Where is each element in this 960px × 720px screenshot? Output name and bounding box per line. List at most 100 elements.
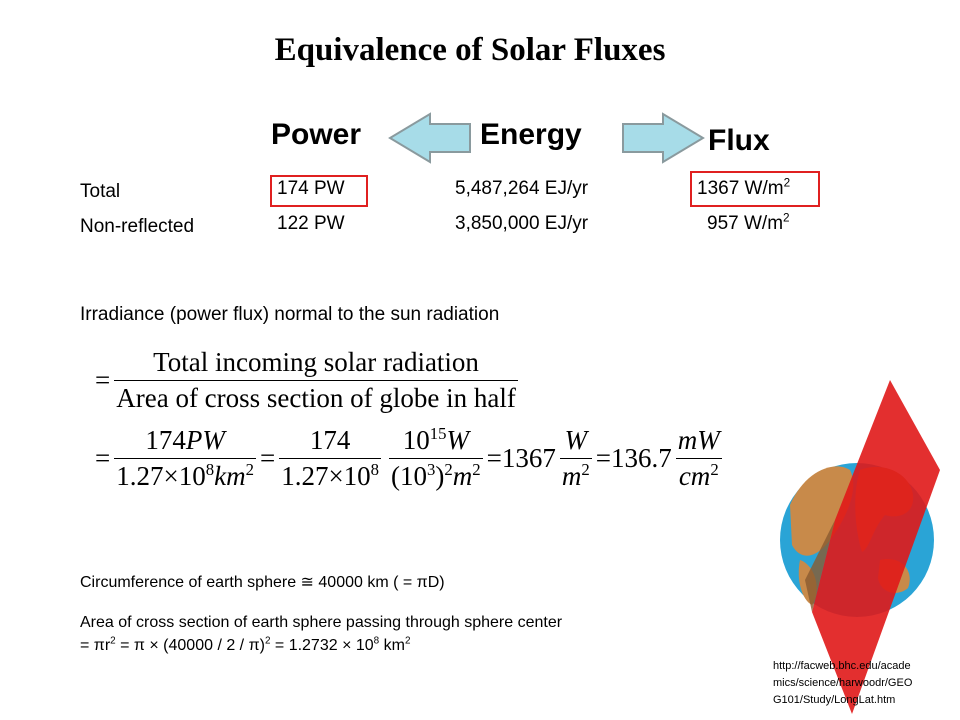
numerator: 174PW [143, 425, 226, 456]
text: W [446, 425, 469, 455]
denominator: 1.27×108km2 [114, 461, 256, 492]
text: Total incoming solar radiation [153, 347, 479, 377]
superscript: 8 [373, 635, 380, 647]
caption: Irradiance (power flux) normal to the su… [80, 304, 500, 325]
text: 174 [145, 425, 186, 455]
denominator: m2 [560, 461, 592, 492]
cell: 5,487,264 EJ/yr [455, 178, 588, 200]
fraction: 1015W (103)2m2 [389, 425, 483, 492]
superscript: 2 [783, 211, 790, 225]
text: km [379, 637, 405, 654]
superscript: 2 [264, 635, 271, 647]
source-url: G101/Study/LongLat.htm [773, 694, 896, 706]
text: 1.27×10 [281, 461, 371, 491]
arrow-right [622, 112, 705, 164]
numerator: W [563, 425, 590, 456]
superscript: 8 [205, 460, 215, 479]
text: Circumference of earth sphere ≅ 40000 km… [80, 574, 445, 591]
superscript: 2 [581, 460, 590, 479]
text: 174 PW [277, 178, 345, 199]
text: 3,850,000 EJ/yr [455, 213, 589, 234]
superscript: 2 [245, 460, 254, 479]
superscript: 8 [370, 460, 380, 479]
source-url: mics/science/harwoodr/GEO [773, 677, 913, 689]
text-line: Circumference of earth sphere ≅ 40000 km… [80, 572, 445, 592]
superscript: 3 [427, 460, 436, 479]
denominator: 1.27×108 [279, 461, 381, 492]
equation: = 174PW 1.27×108km2 = 174 1.27×108 1015W (103)2… [95, 425, 726, 492]
text: = 1.2732 × 10 [270, 637, 374, 654]
numerator: Total incoming solar radiation [151, 347, 481, 378]
cell: 957 W/m2 [707, 211, 790, 235]
text: PW [185, 425, 225, 455]
header: Flux [708, 124, 770, 157]
numerator: mW [676, 425, 722, 456]
globe [780, 380, 940, 714]
equation: = Total incoming solar radiation Area of c… [95, 347, 522, 414]
title: Equivalence of Solar Fluxes [274, 32, 666, 68]
row-label: Total [80, 181, 121, 202]
row-label: Non-reflected [80, 216, 195, 237]
fraction: 174 1.27×108 [279, 425, 382, 492]
text: (10 [391, 461, 428, 491]
text: = [95, 365, 111, 395]
header: Energy [480, 118, 582, 151]
text: mW [677, 425, 720, 455]
cell: 1367 W/m2 [697, 176, 791, 200]
cell: 122 PW [277, 213, 345, 235]
source-url: http://facweb.bhc.edu/acade [773, 660, 911, 672]
superscript: 2 [444, 460, 453, 479]
text: m [561, 461, 582, 491]
text: = [259, 443, 276, 473]
fraction-bar [114, 458, 256, 459]
superscript: 2 [472, 460, 481, 479]
superscript: 2 [404, 635, 411, 647]
text: ) [435, 461, 445, 491]
denominator: Area of cross section of globe in half [114, 383, 518, 414]
text: 957 W/m [707, 213, 784, 234]
superscript: 2 [783, 176, 791, 190]
superscript: 15 [429, 424, 447, 443]
text: 1367 W/m [697, 178, 784, 199]
text-line: = πr2 = π × (40000 / 2 / π)2 = 1.2732 × … [80, 635, 411, 655]
highlight-box [270, 175, 368, 207]
fraction: Total incoming solar radiation Area of cr… [114, 347, 518, 414]
text: 174 [309, 425, 351, 455]
text: Area of cross section of earth sphere pa… [80, 614, 563, 631]
text: 122 PW [277, 213, 345, 234]
superscript: 2 [110, 635, 116, 647]
text: = π × (40000 / 2 / π) [115, 637, 265, 654]
highlight-box [690, 171, 820, 207]
text: 5,487,264 EJ/yr [455, 178, 589, 199]
text: 1.27×10 [116, 461, 206, 491]
superscript: 2 [710, 460, 719, 479]
text: =136.7 [595, 443, 672, 473]
numerator: 174 [308, 425, 353, 456]
numerator: 1015W [401, 425, 471, 456]
denominator: cm2 [677, 461, 721, 492]
header: Power [271, 118, 362, 151]
arrow-left [388, 112, 471, 164]
text: Area of cross section of globe in half [116, 383, 516, 413]
text: = [95, 443, 111, 473]
fraction-bar [114, 380, 518, 381]
text: W [564, 425, 588, 455]
fraction: 174PW 1.27×108km2 [114, 425, 256, 492]
text: km [214, 461, 246, 491]
cell: 3,850,000 EJ/yr [455, 213, 588, 235]
fraction: mW cm2 [675, 425, 722, 492]
text: m [452, 461, 473, 491]
text: =1367 [486, 443, 556, 473]
fraction-bar [389, 458, 483, 459]
text-line: Area of cross section of earth sphere pa… [80, 614, 562, 632]
text: 10 [402, 425, 430, 455]
fraction-bar [559, 458, 592, 459]
fraction-bar [279, 458, 382, 459]
denominator: (103)2m2 [389, 461, 483, 492]
text: = πr [80, 637, 111, 654]
text: cm [678, 461, 711, 491]
fraction-bar [675, 458, 722, 459]
